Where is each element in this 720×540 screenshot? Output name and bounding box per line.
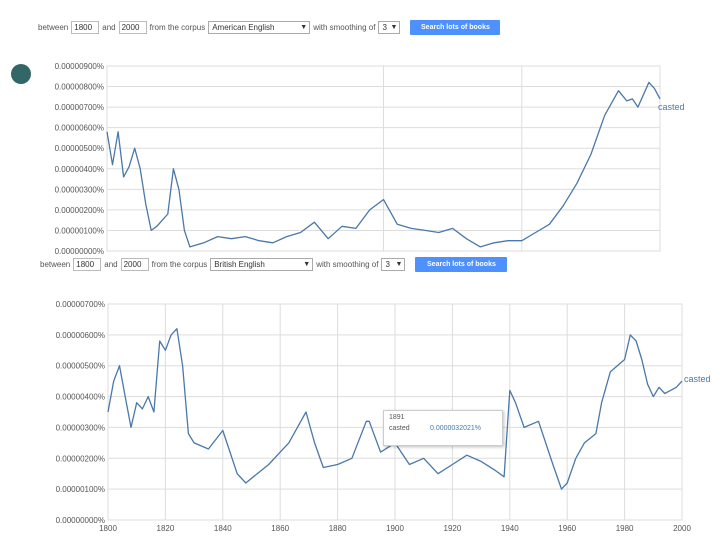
year-end-input[interactable] xyxy=(118,20,147,34)
y-tick-label: 0.00000600% xyxy=(56,331,105,340)
corpus-select-value: American English xyxy=(212,22,275,32)
corpus-label: from the corpus xyxy=(149,22,206,32)
corpus-select[interactable]: British English ▼ xyxy=(210,257,314,271)
y-tick-label: 0.00000600% xyxy=(55,124,104,133)
y-tick-label: 0.00000400% xyxy=(56,393,105,402)
series-line-casted xyxy=(107,328,683,490)
tooltip-year: 1891 xyxy=(389,414,405,421)
and-label: and xyxy=(102,22,116,32)
y-tick-label: 0.00000200% xyxy=(56,454,105,463)
x-tick-label: 1860 xyxy=(271,524,289,533)
x-tick-label: 1980 xyxy=(616,524,634,533)
tooltip-value: 0.0000032021% xyxy=(430,425,481,432)
smoothing-select[interactable]: 3 ▼ xyxy=(381,257,406,271)
x-tick-label: 1800 xyxy=(99,524,117,533)
smoothing-select-value: 3 xyxy=(382,22,387,32)
search-button[interactable]: Search lots of books xyxy=(410,19,501,35)
year-end-input[interactable] xyxy=(120,257,149,271)
x-tick-label: 1920 xyxy=(444,524,462,533)
x-tick-label: 1820 xyxy=(157,524,175,533)
bottom-query-bar: between and from the corpus British Engl… xyxy=(0,255,508,273)
x-tick-label: 1960 xyxy=(558,524,576,533)
x-tick-label: 2000 xyxy=(673,524,691,533)
chevron-down-icon: ▼ xyxy=(390,23,398,31)
x-tick-label: 1840 xyxy=(214,524,232,533)
y-tick-label: 0.00000700% xyxy=(55,103,104,112)
y-tick-label: 0.00000400% xyxy=(55,165,104,174)
series-line-casted xyxy=(106,81,661,248)
x-tick-label: 1900 xyxy=(386,524,404,533)
y-tick-label: 0.00000700% xyxy=(56,300,105,309)
series-label: casted xyxy=(658,102,685,112)
corpus-select-value: British English xyxy=(214,259,265,269)
y-tick-label: 0.00000100% xyxy=(56,485,105,494)
smoothing-label: with smoothing of xyxy=(313,22,376,32)
year-start-input[interactable] xyxy=(71,20,100,34)
y-tick-label: 0.00000900% xyxy=(55,62,104,71)
x-tick-label: 1940 xyxy=(501,524,519,533)
y-tick-label: 0.00000000% xyxy=(56,516,105,525)
corpus-label: from the corpus xyxy=(151,259,208,269)
smoothing-select[interactable]: 3 ▼ xyxy=(378,20,401,34)
series-label: casted xyxy=(684,374,711,384)
corpus-select[interactable]: American English ▼ xyxy=(208,20,311,34)
y-tick-label: 0.00000300% xyxy=(55,185,104,194)
chevron-down-icon: ▼ xyxy=(300,23,308,31)
y-tick-label: 0.00000500% xyxy=(55,144,104,153)
x-tick-label: 1880 xyxy=(329,524,347,533)
and-label: and xyxy=(104,259,118,269)
y-tick-label: 0.00000000% xyxy=(55,247,104,256)
y-tick-label: 0.00000300% xyxy=(56,423,105,432)
chevron-down-icon: ▼ xyxy=(303,260,311,268)
between-label: between xyxy=(40,259,71,269)
y-tick-label: 0.00000200% xyxy=(55,206,104,215)
between-label: between xyxy=(38,22,69,32)
tooltip-term: casted xyxy=(389,425,410,432)
chevron-down-icon: ▼ xyxy=(395,260,403,268)
y-tick-label: 0.00000500% xyxy=(56,362,105,371)
y-tick-label: 0.00000100% xyxy=(55,226,104,235)
search-button[interactable]: Search lots of books xyxy=(415,256,508,272)
smoothing-select-value: 3 xyxy=(385,259,390,269)
smoothing-label: with smoothing of xyxy=(316,259,379,269)
top-query-bar: between and from the corpus American Eng… xyxy=(0,18,501,36)
hover-tooltip: 1891 casted 0.0000032021% xyxy=(383,410,503,446)
year-start-input[interactable] xyxy=(73,257,102,271)
bullet-dot xyxy=(11,64,31,84)
y-tick-label: 0.00000800% xyxy=(55,83,104,92)
